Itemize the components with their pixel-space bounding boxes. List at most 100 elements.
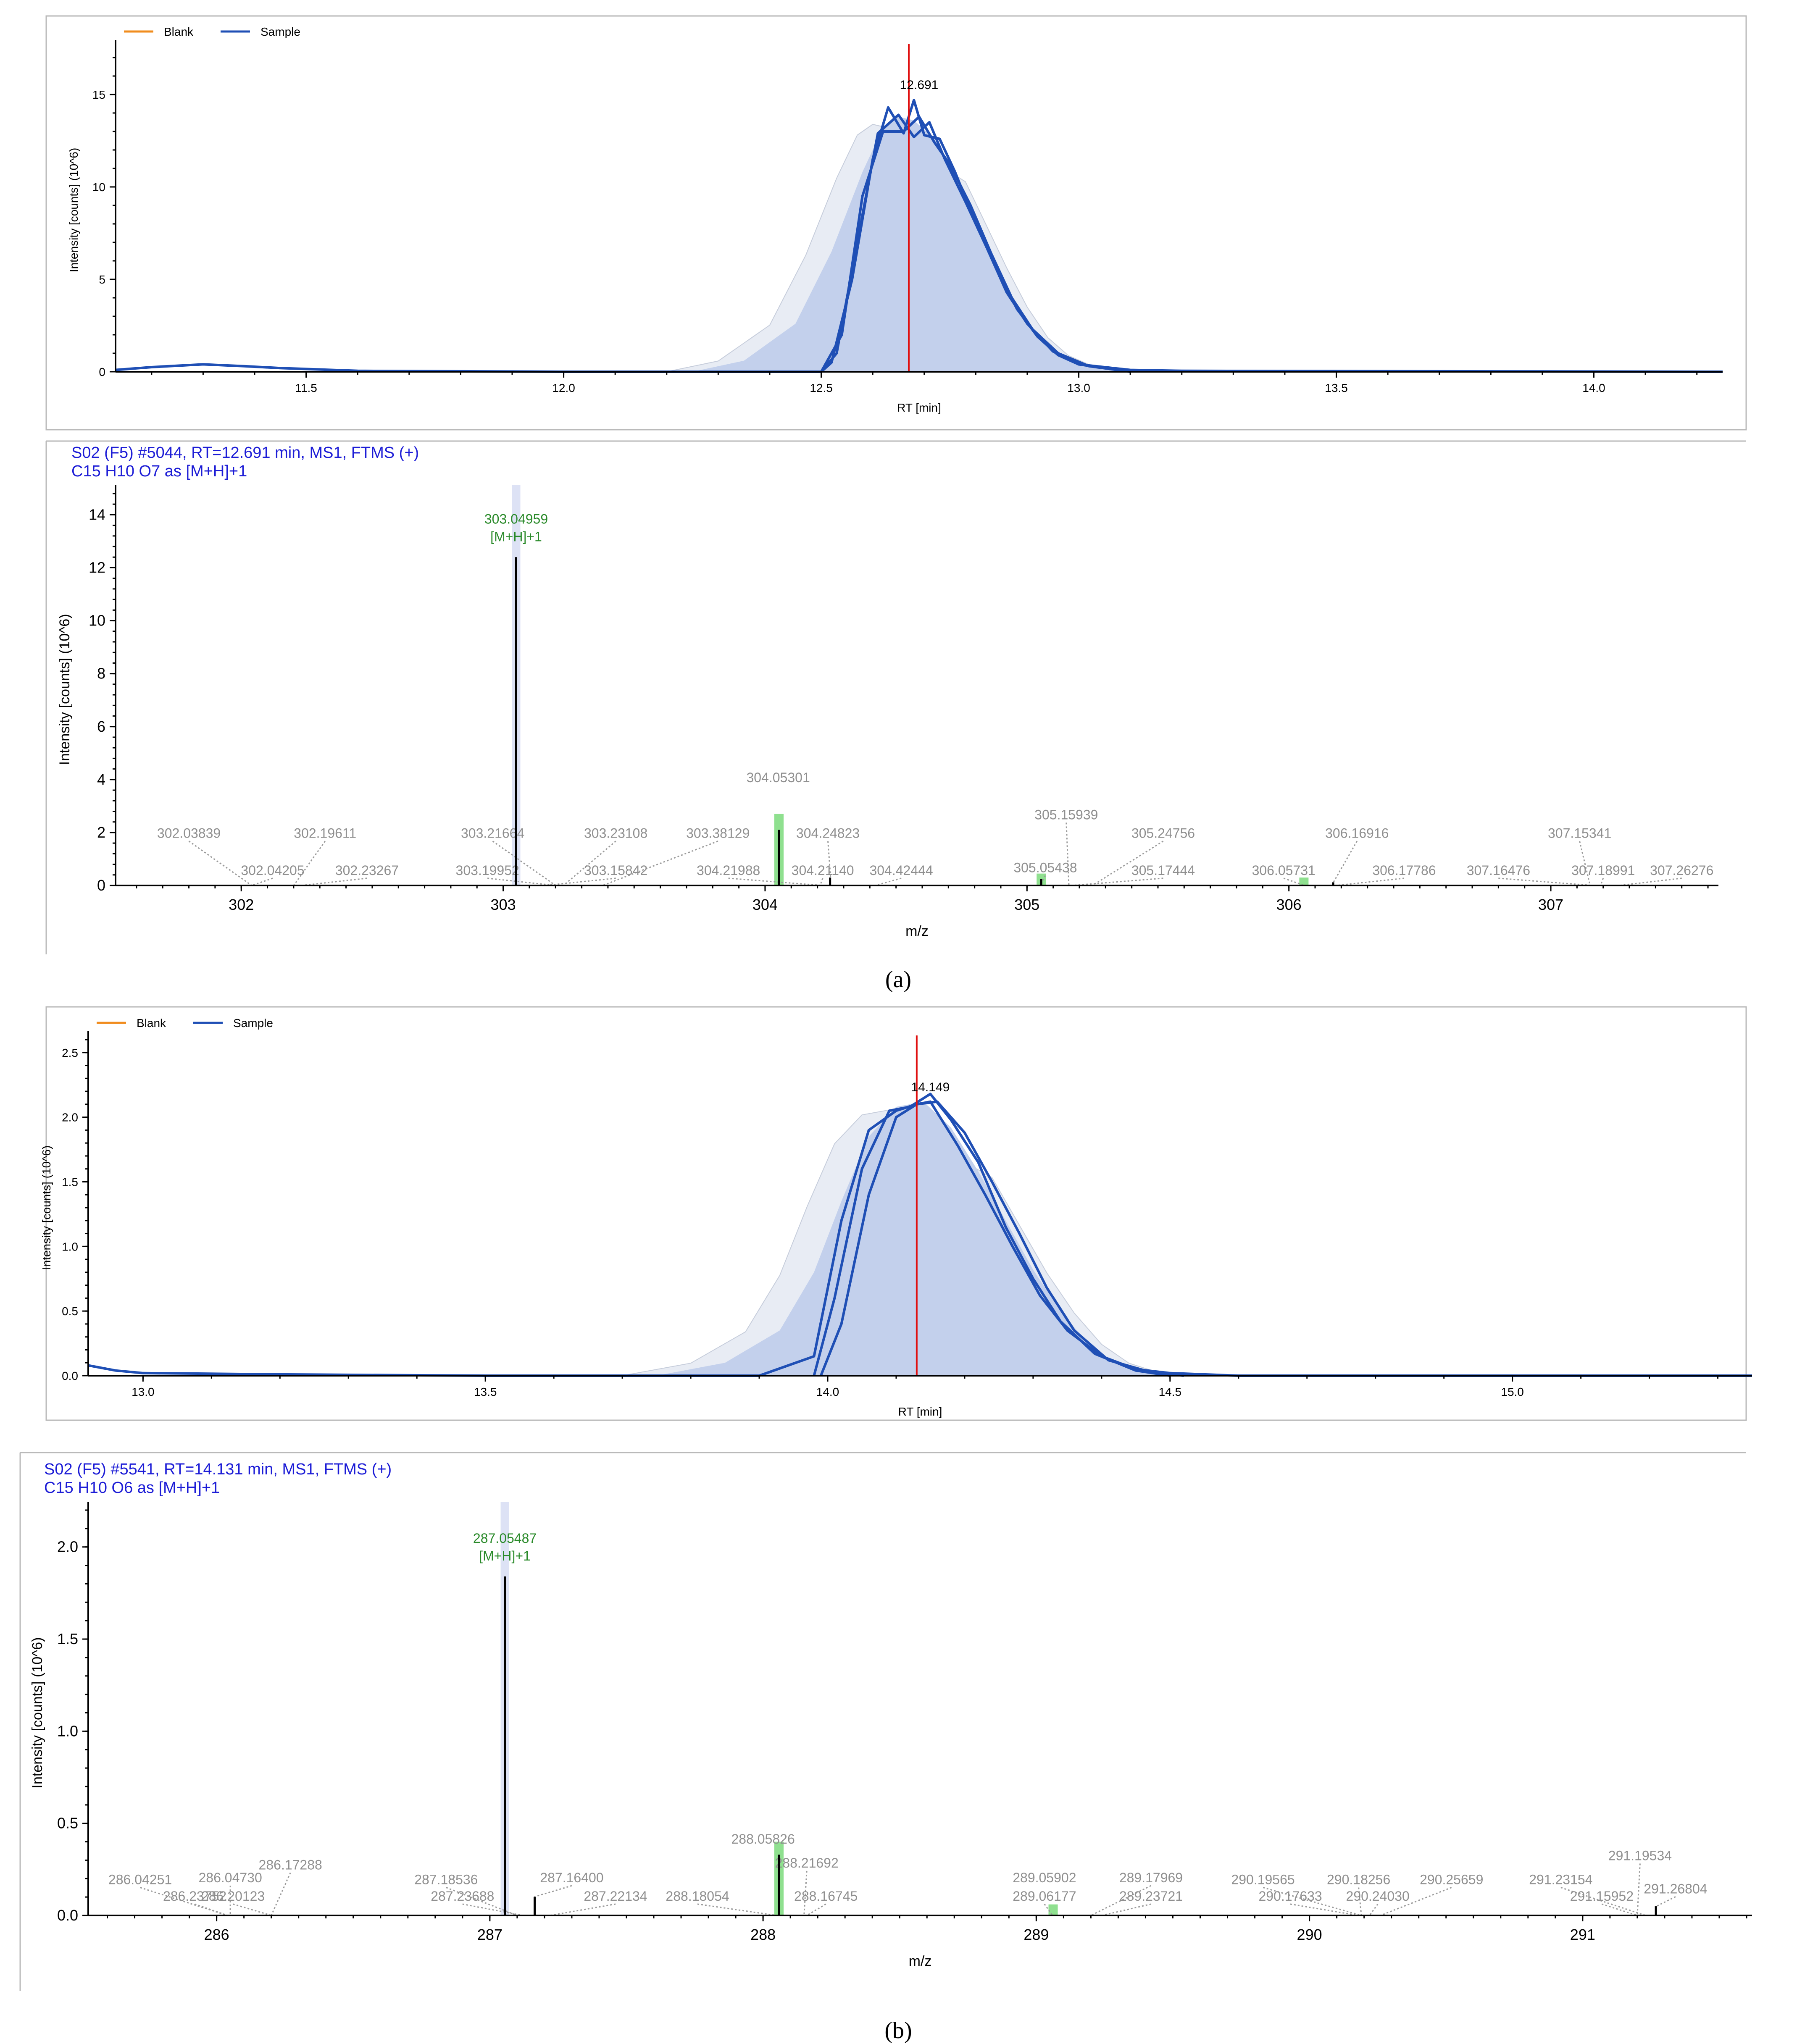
chrom-a-x-tick-label: 14.0 [1582,381,1605,394]
spec-a-label-leader-22 [1498,878,1593,886]
spec-b-label-leader-8 [550,1903,616,1916]
chrom-b-x-tick-label: 14.5 [1159,1385,1182,1398]
spec-a-main-peak-ion: [M+H]+1 [490,529,542,544]
chrom-b-x-axis-title: RT [min] [898,1405,942,1418]
spec-a-mz-label-2: 302.04205 [241,863,304,878]
spec-a-y-tick-label: 10 [89,612,105,629]
spec-b-label-leader-1 [195,1903,228,1916]
spec-a-label-leader-20 [1336,878,1405,886]
spec-a-label-leader-8 [545,878,616,886]
spec-b-y-tick-label: 1.0 [57,1722,78,1739]
spec-a-y-tick-label: 14 [89,506,105,523]
spec-a-mz-label-4: 303.21664 [461,826,524,841]
chrom-a-legend-sample-label: Sample [260,25,300,38]
spec-b-mz-label-16: 289.23721 [1119,1889,1183,1904]
spec-b-mz-label-6: 287.23688 [431,1889,494,1904]
spec-a-y-tick-label: 2 [97,824,105,841]
frame-a-chromatogram [45,15,1747,431]
spec-a-label-leader-15 [1092,841,1164,886]
chromatogram-b: Blank Sample 14.149 13.0 13.5 14.0 14.5 15.0 0.0… [40,1017,1752,1418]
chrom-b-x-tick-label: 15.0 [1501,1385,1524,1398]
spec-a-y-tick-label: 4 [97,771,105,788]
spec-a-y-tick-label: 6 [97,718,105,735]
spec-a-label-leader-13 [875,878,902,886]
spec-b-label-leader-21 [1380,1887,1452,1916]
spec-b-x-axis-title: m/z [909,1953,932,1969]
spec-b-label-leader-23 [1601,1903,1638,1916]
spec-b-mz-label-24: 291.19534 [1608,1848,1672,1863]
spec-b-header-line-2: C15 H10 O6 as [M+H]+1 [44,1479,220,1497]
spec-b-label-leader-11 [697,1903,777,1916]
spec-a-mz-label-21: 307.15341 [1548,826,1611,841]
spec-b-mz-label-9: 288.05826 [731,1831,795,1847]
spec-a-mz-label-14: 305.15939 [1034,807,1098,822]
spec-b-label-leader-25 [1656,1896,1676,1907]
spec-b-x-tick-label: 291 [1570,1926,1595,1943]
spec-a-mz-label-8: 303.15842 [584,863,647,878]
spec-b-label-leader-4 [271,1872,291,1916]
chrom-b-y-tick-label: 2.0 [62,1111,78,1124]
spec-a-mz-label-1: 302.19611 [294,826,356,841]
spec-a-mz-label-15: 305.24756 [1131,826,1195,841]
spec-a-mz-label-6: 303.38129 [686,826,750,841]
spec-a-label-leader-21 [1579,841,1591,886]
spec-b-mz-label-17: 290.19565 [1231,1872,1294,1887]
chromatogram-a: Blank Sample 12.691 11.5 12.0 12.5 13.0 13.5 14.… [67,25,1723,414]
spec-a-mz-label-20: 306.17786 [1372,863,1436,878]
spec-a-mz-label-10: 304.24823 [796,826,860,841]
spec-a-main-peak-mz: 303.04959 [484,511,548,526]
chrom-a-x-tick-label: 12.5 [810,381,833,394]
spec-a-mz-label-13: 304.42444 [869,863,933,878]
spec-b-label-leader-12 [806,1903,826,1916]
spec-a-mz-label-17: 305.17444 [1131,863,1195,878]
chrom-a-y-tick-label: 15 [92,88,105,101]
spec-a-x-tick-label: 305 [1014,896,1039,913]
spec-a-y-axis-title: Intensity [counts] (10^6) [57,614,73,765]
spec-b-y-tick-label: 0.5 [57,1815,78,1832]
spec-b-mz-label-25: 291.26804 [1644,1881,1707,1896]
chrom-b-y-tick-label: 1.5 [62,1175,78,1188]
spec-a-mz-label-24: 307.26276 [1650,863,1713,878]
spec-a-x-tick-label: 306 [1276,896,1302,913]
chrom-b-x-tick-label: 13.0 [132,1385,155,1398]
spec-b-label-leader-20 [1369,1904,1379,1916]
spec-b-y-axis-title: Intensity [counts] (10^6) [29,1637,45,1789]
chrom-a-y-axis-title: Intensity [counts] (10^6) [67,148,80,272]
chrom-b-y-tick-label: 2.5 [62,1046,78,1059]
spec-b-mz-label-0: 286.04251 [108,1872,172,1887]
spec-a-label-leader-10 [827,841,831,878]
spec-a-label-leader-11 [728,878,823,886]
spec-b-y-tick-label: 2.0 [57,1538,78,1555]
spec-a-mz-label-16: 305.05438 [1013,860,1077,875]
spec-a-mz-label-5: 303.23108 [584,826,647,841]
spec-a-mz-label-23: 307.18991 [1571,863,1635,878]
spec-a-mz-label-19: 306.05731 [1252,863,1316,878]
spec-a-mz-label-3: 302.23267 [335,863,399,878]
spec-b-main-peak-mz: 287.05487 [473,1531,537,1546]
spec-a-x-axis-title: m/z [905,923,929,939]
chrom-a-apex-label: 12.691 [900,78,939,92]
spec-a-label-leader-6 [602,841,718,886]
spec-a-label-leader-7 [487,878,556,886]
spec-a-isotope-highlight-2 [1299,878,1309,885]
spec-a-x-tick-label: 307 [1538,896,1563,913]
spec-a-label-leader-1 [293,841,326,886]
spec-a-mz-label-22: 307.16476 [1467,863,1530,878]
spec-b-label-leader-16 [1102,1903,1151,1916]
spec-b-mz-label-2: 286.04730 [198,1870,262,1885]
chrom-b-y-tick-label: 0.0 [62,1369,78,1382]
chrom-b-series-sample-3 [819,1100,1184,1377]
spec-b-label-leader-3 [233,1903,272,1916]
spec-b-label-leader-24 [1637,1863,1641,1916]
chrom-a-x-tick-label: 12.0 [552,381,575,394]
chrom-a-y-tick-label: 5 [99,273,105,286]
spec-b-x-tick-label: 288 [750,1926,776,1943]
spec-a-mz-label-12: 304.21140 [792,863,854,878]
spec-b-main-peak-ion: [M+H]+1 [479,1548,531,1563]
spec-a-header-line-1: S02 (F5) #5044, RT=12.691 min, MS1, FTMS… [71,444,419,462]
chrom-a-x-tick-label: 13.5 [1325,381,1348,394]
spec-b-label-leader-19 [1358,1887,1362,1916]
spec-a-label-leader-3 [301,878,367,886]
spec-b-isotope-highlight-1 [1048,1904,1058,1915]
